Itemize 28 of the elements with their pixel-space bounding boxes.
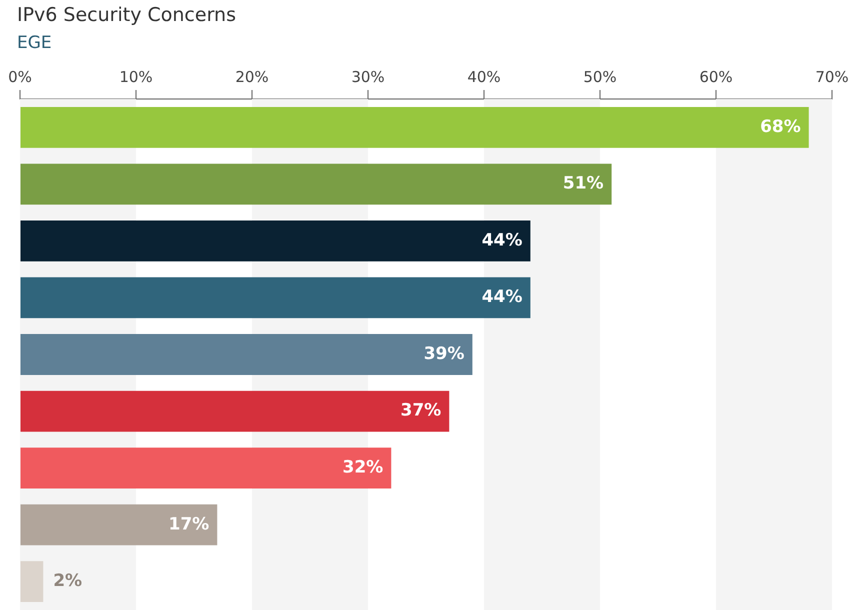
bar: [20, 277, 530, 318]
bar: [20, 448, 392, 488]
bar: [20, 164, 612, 205]
data-label: 51%: [562, 174, 604, 194]
bar: [20, 504, 218, 546]
x-tick-label: 10%: [119, 68, 153, 86]
chart-subtitle: EGE: [17, 33, 52, 53]
x-tick-label: 20%: [235, 68, 269, 86]
x-tick-label: 60%: [699, 68, 733, 86]
data-label: 17%: [168, 514, 210, 534]
x-tick-label: 30%: [351, 68, 385, 86]
x-tick-label: 70%: [815, 68, 849, 86]
bar: [20, 334, 472, 375]
x-tick-label: 50%: [583, 68, 617, 86]
data-label: 68%: [760, 116, 801, 137]
data-label: 2%: [53, 571, 82, 592]
chart-title: IPv6 Security Concerns: [17, 4, 236, 26]
x-tick-label: 0%: [8, 68, 32, 86]
bar: [20, 220, 530, 262]
data-label: 37%: [400, 400, 442, 421]
x-tick-label: 40%: [467, 68, 501, 86]
bar: [20, 106, 809, 148]
data-label: 44%: [482, 287, 522, 308]
data-label: 39%: [424, 344, 464, 364]
data-label: 32%: [342, 457, 384, 478]
bar: [20, 561, 44, 602]
bar: [20, 390, 450, 432]
data-label: 44%: [482, 230, 522, 250]
